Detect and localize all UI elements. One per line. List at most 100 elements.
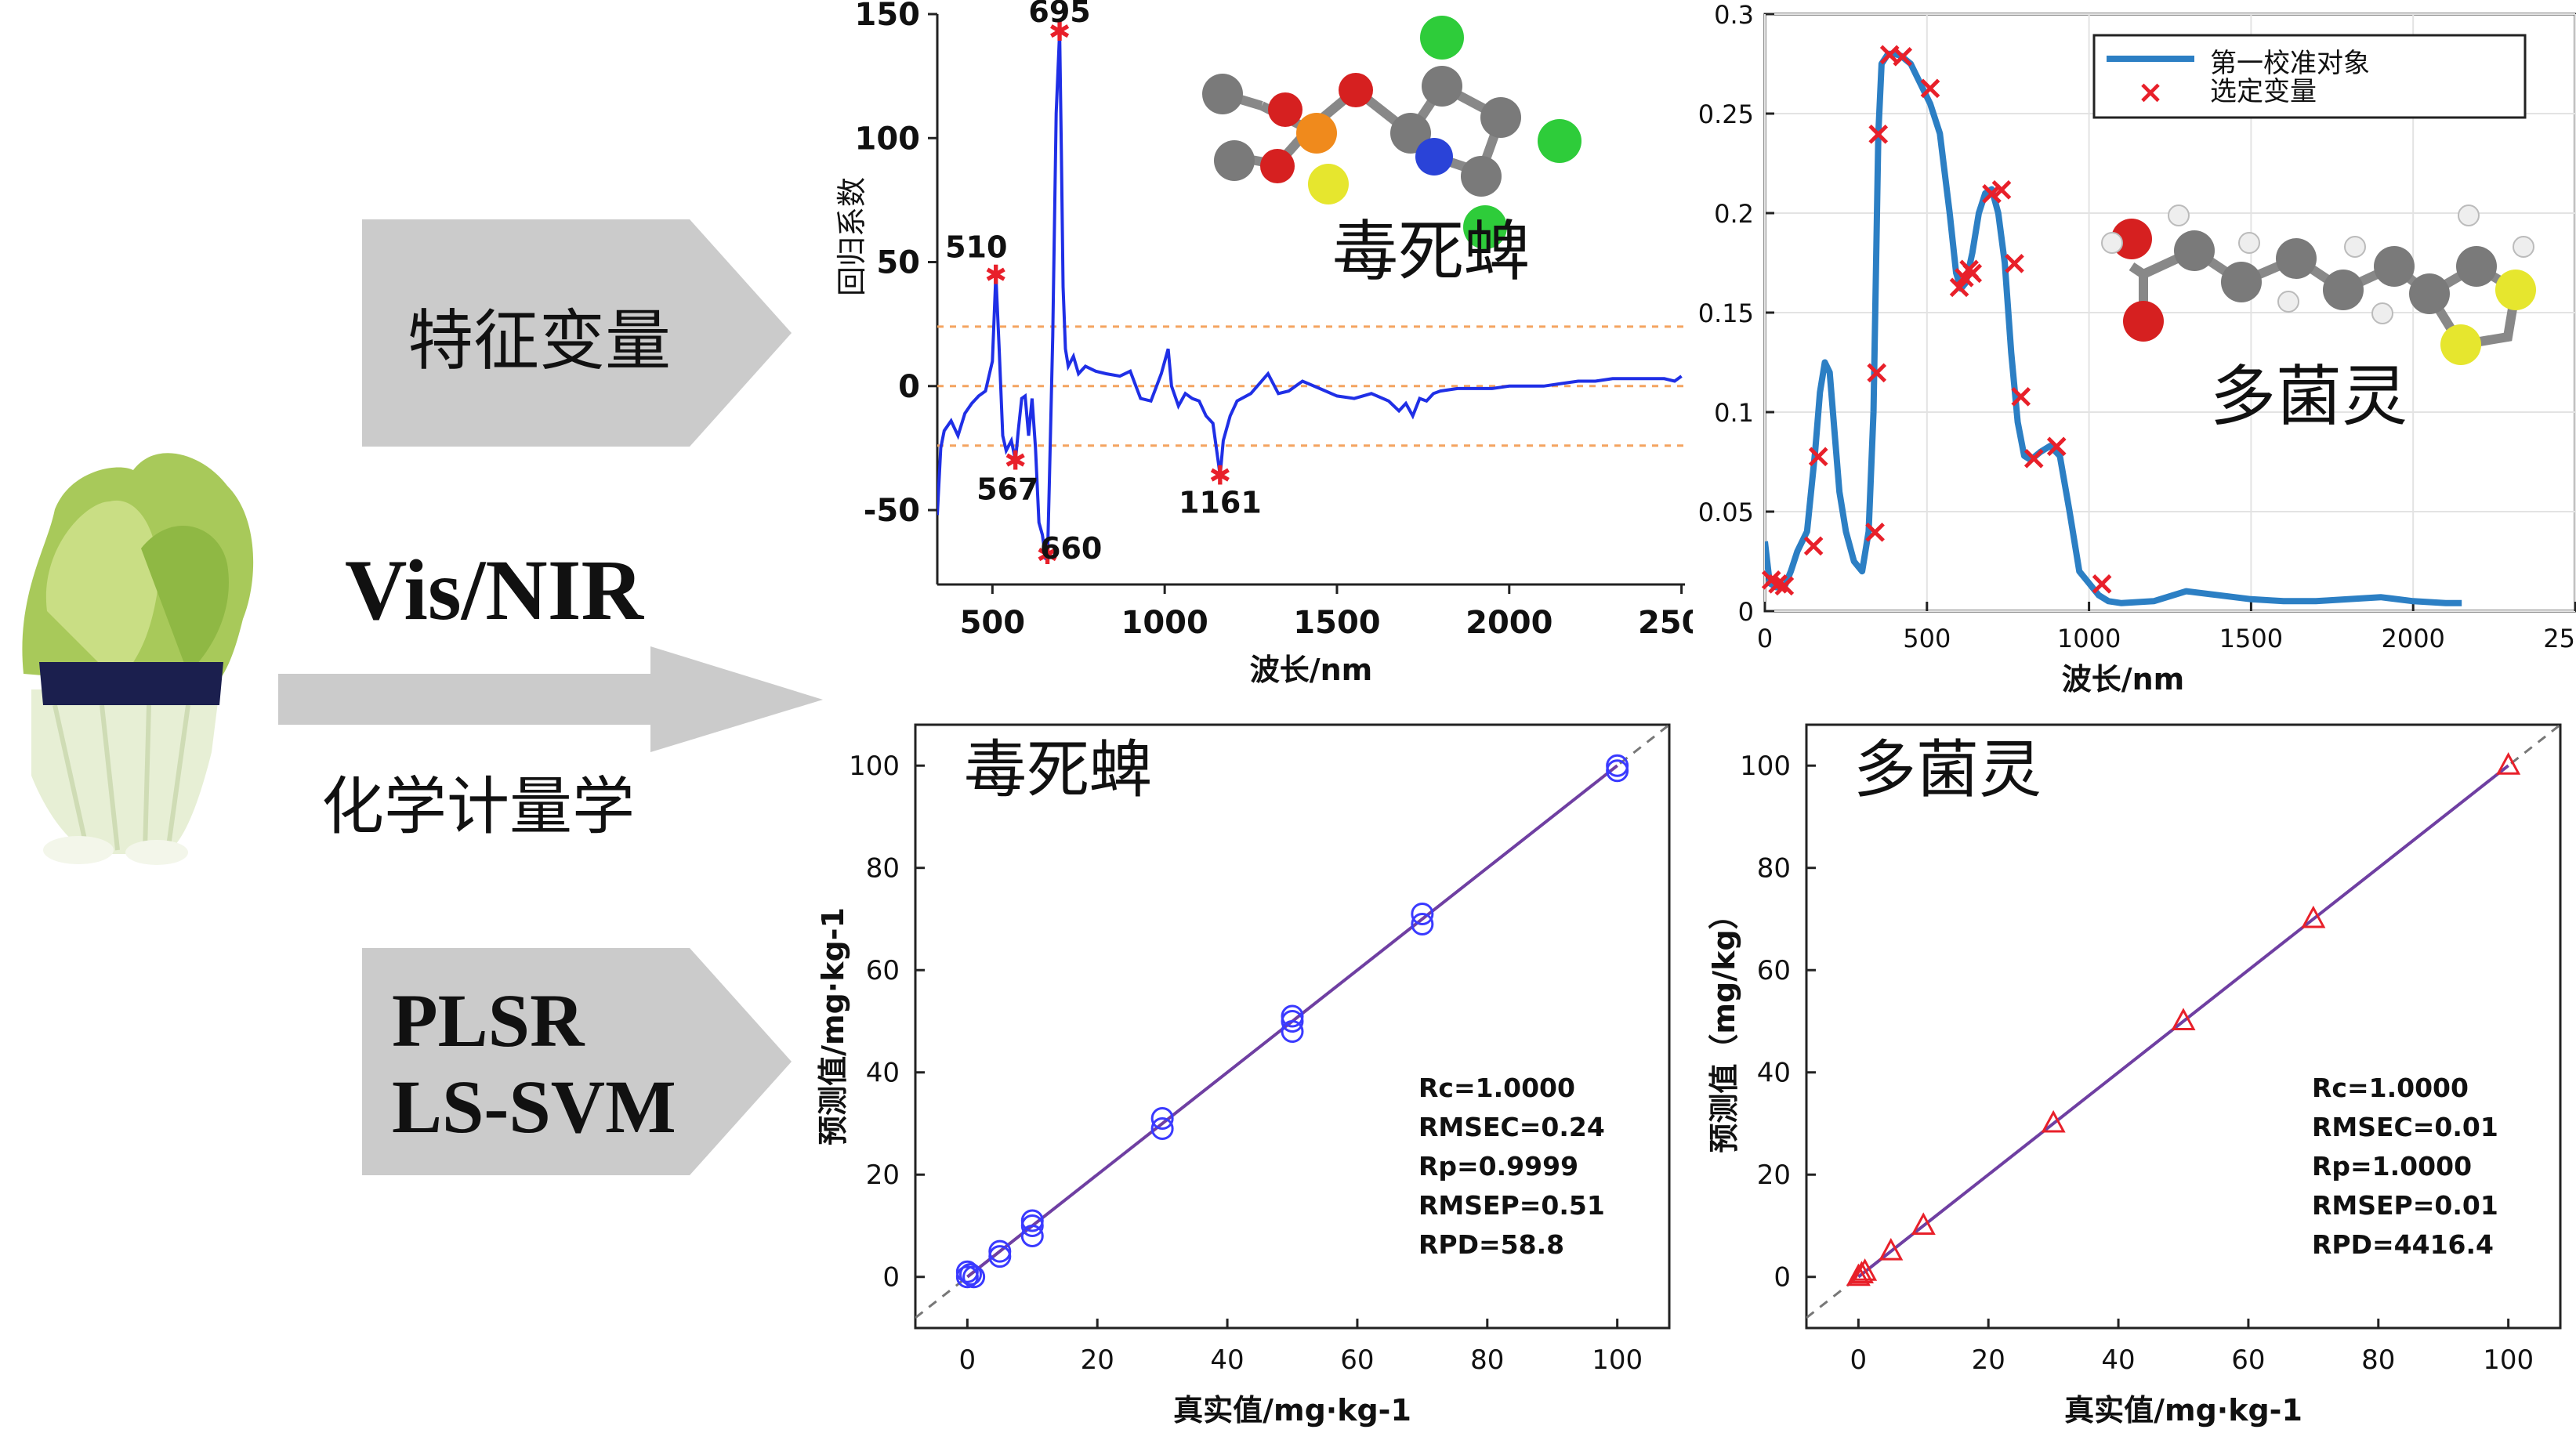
c2-selected-marker: ×	[1770, 566, 1798, 604]
c2-selected-marker: ×	[1987, 170, 2015, 208]
c2-selected-marker: ×	[2043, 426, 2071, 465]
c4-stat-line: RMSEP=0.01	[2312, 1190, 2498, 1221]
c3-ytick-label: 0	[882, 1262, 900, 1294]
c2-selected-marker: ×	[2001, 244, 2028, 282]
c2-ytick-label: 0.1	[1714, 398, 1754, 428]
c2-ytick-label: 0.3	[1714, 0, 1754, 30]
c1-point-label: 510	[945, 230, 1007, 264]
c3-data-point	[1020, 1214, 1044, 1237]
c2-selected-marker: ×	[1889, 36, 1916, 74]
c2-xtick-label: 1500	[2219, 624, 2283, 653]
c1-xtick-label: 2500	[1638, 605, 1693, 641]
c3-data-point	[1606, 754, 1629, 777]
c1-ytick-label: -50	[864, 493, 920, 529]
model-label-lssvm: LS-SVM	[392, 1065, 676, 1149]
c4-data-point	[2041, 1109, 2066, 1133]
c4-x-axis-title: 真实值/mg·kg-1	[2064, 1393, 2302, 1428]
c1-marker: ✱	[1209, 461, 1232, 492]
c4-stat-line: RMSEC=0.01	[2312, 1112, 2498, 1142]
arrow-models	[362, 948, 792, 1175]
vis-nir-label: Vis/NIR	[345, 542, 643, 638]
c3-xtick-label: 20	[1081, 1344, 1114, 1376]
vegetable-image	[22, 453, 254, 865]
c3-data-point	[1150, 1117, 1174, 1141]
c1-x-axis-title: 波长/nm	[1250, 653, 1373, 687]
c2-xtick-label: 0	[1757, 624, 1773, 653]
c2-xtick-label: 500	[1903, 624, 1951, 653]
selected-variables-chart: 0 0.05 0.1 0.15 0.2 0.25 0.3 0 500 1000 1500 2000 25…	[1698, 0, 2576, 697]
c3-x-axis-title: 真实值/mg·kg-1	[1173, 1393, 1411, 1428]
c3-data-point	[955, 1260, 979, 1283]
chart2-legend: 第一校准对象 × 选定变量	[2092, 34, 2527, 119]
c1-point-label: 567	[976, 472, 1038, 507]
c3-data-point	[1411, 912, 1434, 935]
c3-stat-line: RMSEC=0.24	[1418, 1112, 1605, 1142]
c2-xtick-label: 2500	[2543, 624, 2576, 653]
c4-ytick-label: 20	[1757, 1160, 1791, 1191]
c3-ytick-label: 80	[866, 853, 900, 885]
c1-y-axis-title: 回归系数	[835, 177, 869, 296]
c3-ytick-label: 40	[866, 1058, 900, 1089]
c4-ytick-label: 100	[1740, 751, 1791, 782]
c3-stat-line: RPD=58.8	[1418, 1229, 1564, 1260]
c2-xtick-label: 2000	[2381, 624, 2444, 653]
c3-data-point	[1020, 1209, 1044, 1232]
c3-xtick-label: 0	[959, 1344, 976, 1376]
legend-entry-selected: 选定变量	[2210, 76, 2317, 107]
c2-selected-marker: ×	[1955, 249, 1983, 288]
c3-xtick-label: 40	[1210, 1344, 1244, 1376]
c4-fit-line	[1857, 764, 2509, 1279]
chart4-compound-title: 多菌灵	[1853, 733, 2042, 806]
carbendazim-molecule-icon	[2101, 204, 2536, 365]
c4-plot-frame	[1805, 723, 2562, 1330]
c3-data-point	[1281, 1004, 1304, 1028]
c3-data-point	[1020, 1225, 1044, 1248]
model-label-plsr: PLSR	[392, 979, 585, 1062]
c2-selected-marker: ×	[1799, 526, 1827, 564]
arrow-feature-variables	[362, 219, 792, 447]
c4-y-axis-title: 预测值（mg/kg）	[1707, 899, 1741, 1153]
regression-coefficient-chart: -50 0 50 100 150 500 1000 1500 2000 2500 波长/nm 回归系数…	[835, 0, 1693, 687]
c3-ytick-label: 20	[866, 1160, 900, 1191]
arrow-vis-nir	[278, 646, 823, 752]
c4-data-point	[1911, 1212, 1936, 1235]
c3-data-point	[988, 1245, 1012, 1268]
c3-data-point	[962, 1265, 986, 1289]
c1-xtick-label: 1500	[1293, 605, 1380, 641]
c3-data-point	[1281, 1009, 1304, 1033]
c1-marker: ✱	[1005, 446, 1027, 477]
c1-xtick-label: 2000	[1466, 605, 1552, 641]
c2-selected-marker: ×	[1876, 34, 1904, 73]
c2-ytick-label: 0	[1738, 597, 1754, 627]
c2-selected-marker: ×	[1805, 436, 1832, 475]
c2-selected-marker: ×	[2007, 377, 2034, 415]
c4-xtick-label: 80	[2361, 1344, 2395, 1376]
c2-ytick-label: 0.05	[1698, 498, 1754, 527]
c1-ytick-label: 100	[855, 121, 921, 157]
c2-selected-marker: ×	[1958, 253, 1986, 291]
c4-ytick-label: 60	[1757, 955, 1791, 986]
c4-xtick-label: 20	[1972, 1344, 2005, 1376]
c3-xtick-label: 80	[1470, 1344, 1504, 1376]
c2-selected-marker: ×	[2089, 563, 2116, 602]
arrow1-label: 特征变量	[408, 302, 672, 379]
c1-point-label: 1161	[1179, 486, 1262, 520]
c2-selected-marker: ×	[2020, 438, 2048, 476]
c3-y-axis-title: 预测值/mg·kg-1	[816, 907, 850, 1145]
c4-data-point	[2496, 752, 2521, 775]
c1-xtick-label: 1000	[1121, 605, 1208, 641]
c3-plot-frame	[914, 723, 1671, 1330]
c4-xtick-label: 100	[2483, 1344, 2534, 1376]
c4-xtick-label: 40	[2101, 1344, 2135, 1376]
c4-ytick-label: 80	[1757, 853, 1791, 885]
c4-data-point	[1879, 1237, 1904, 1261]
c2-ytick-label: 0.2	[1714, 199, 1754, 229]
c2-selected-marker: ×	[1861, 512, 1889, 550]
chart1-compound-title: 毒死蜱	[1332, 213, 1530, 290]
c4-data-point	[1853, 1258, 1878, 1281]
c3-ytick-label: 100	[849, 751, 900, 782]
c2-x-axis-title: 波长/nm	[2062, 662, 2185, 697]
c4-data-point	[1846, 1263, 1871, 1286]
c1-point-label: 695	[1028, 0, 1090, 29]
c4-data-point	[2301, 905, 2326, 928]
